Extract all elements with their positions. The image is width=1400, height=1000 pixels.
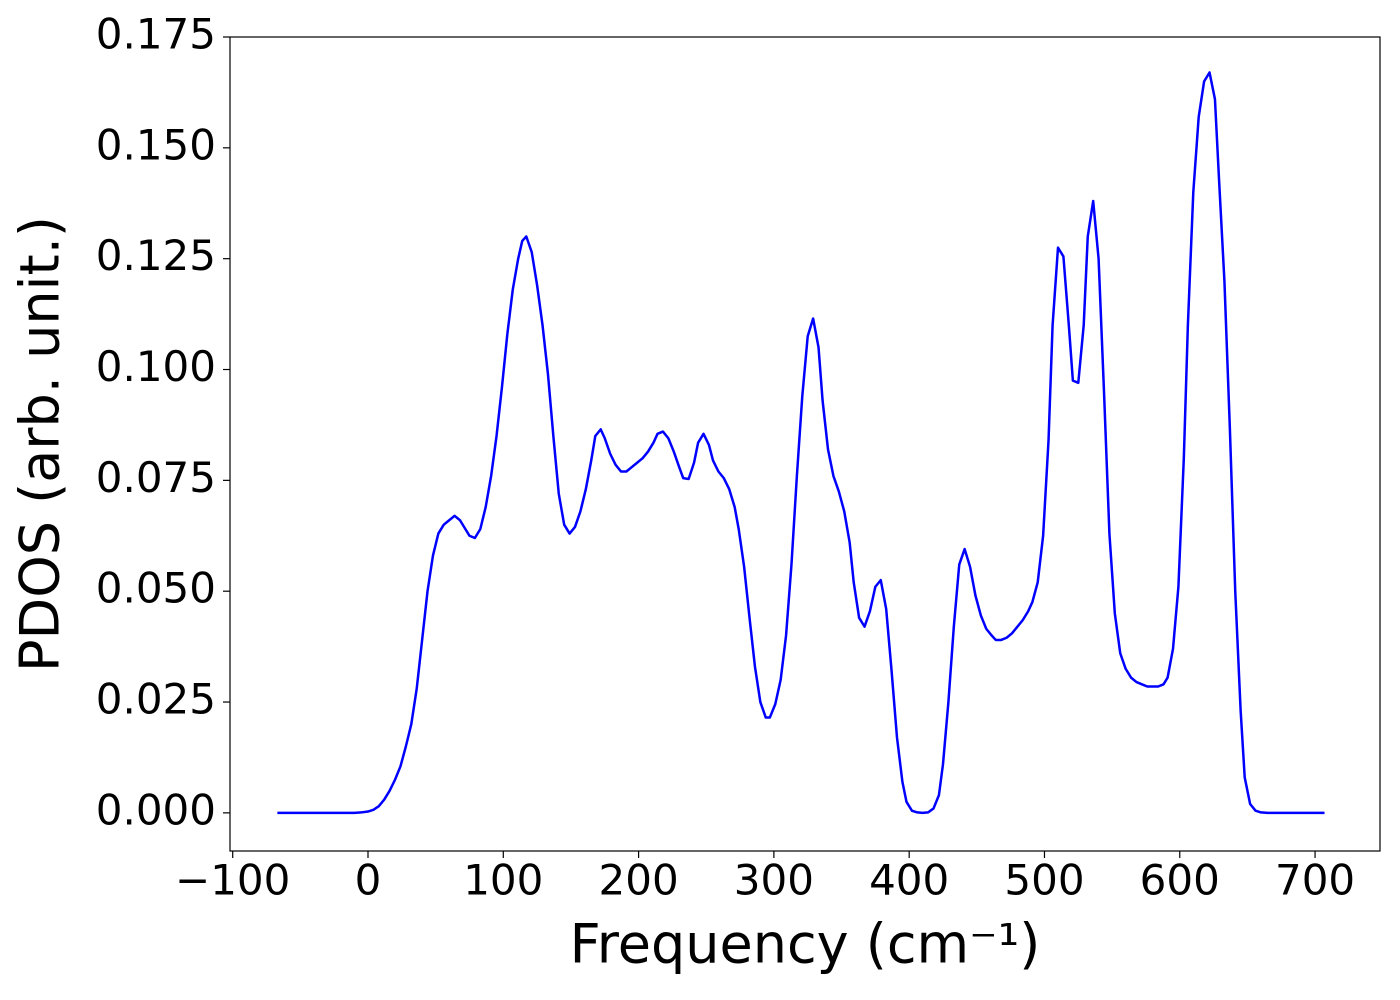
y-tick-label: 0.025 (96, 675, 216, 724)
y-tick-label: 0.150 (96, 120, 216, 169)
y-tick-label: 0.125 (96, 231, 216, 280)
y-tick-label: 0.075 (96, 453, 216, 502)
x-tick-label: 500 (1004, 856, 1084, 905)
plot-frame (229, 36, 1381, 852)
y-tick-label: 0.100 (96, 342, 216, 391)
x-tick-label: 400 (869, 856, 949, 905)
x-tick-label: 200 (599, 856, 679, 905)
y-tick-label: 0.050 (96, 564, 216, 613)
y-tick-label: 0.175 (96, 10, 216, 59)
x-tick-label: 700 (1275, 856, 1355, 905)
y-axis-label: PDOS (arb. unit.) (9, 216, 72, 672)
x-tick-label: 600 (1140, 856, 1220, 905)
pdos-line (277, 71, 1325, 815)
x-tick-label: −100 (175, 856, 290, 905)
x-tick-label: 100 (463, 856, 543, 905)
x-tick-label: 0 (355, 856, 382, 905)
x-axis-label: Frequency (cm⁻¹) (570, 913, 1041, 976)
y-tick-label: 0.000 (96, 785, 216, 834)
x-tick-label: 300 (734, 856, 814, 905)
